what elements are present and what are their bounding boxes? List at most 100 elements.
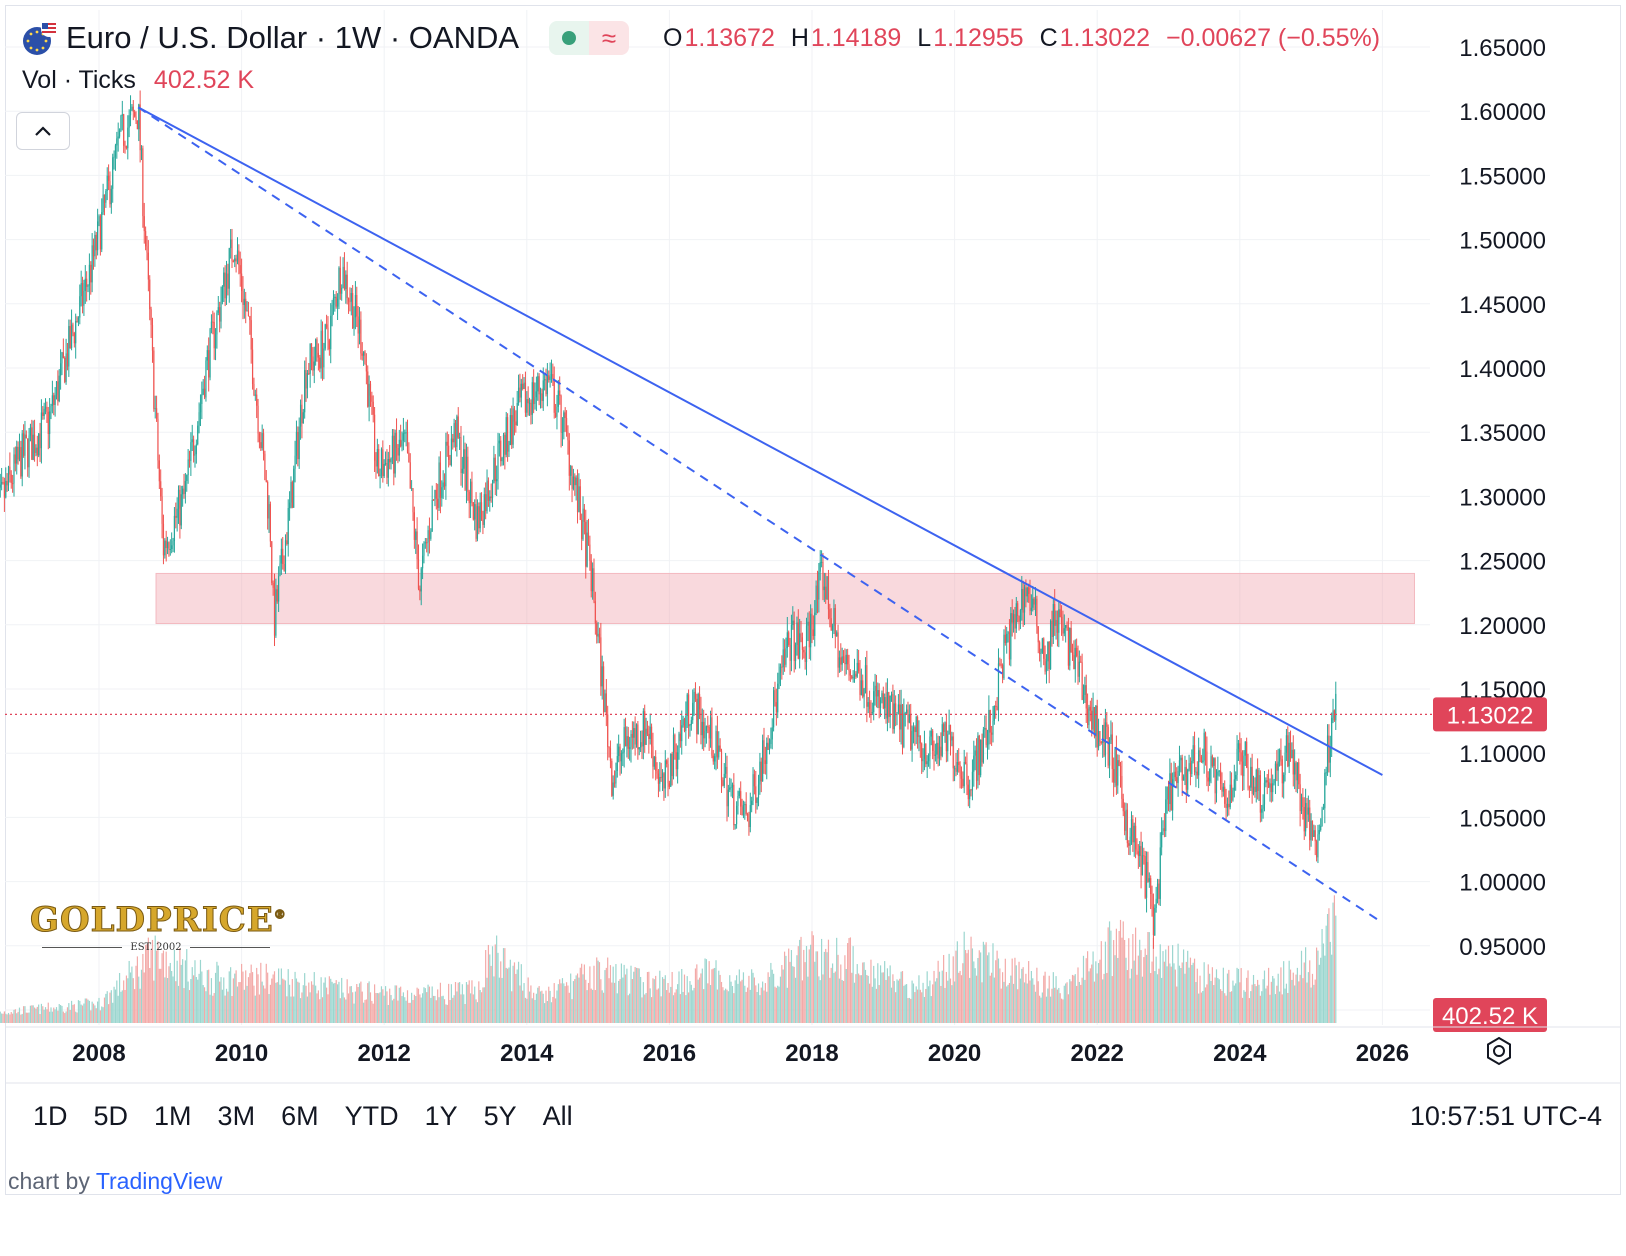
candle-body bbox=[70, 324, 73, 348]
volume-bar bbox=[709, 985, 712, 1023]
volume-bar bbox=[934, 981, 937, 1023]
candle-body bbox=[330, 315, 332, 350]
candle-body bbox=[1044, 658, 1046, 672]
volume-bar bbox=[127, 978, 129, 1023]
candle-body bbox=[726, 766, 728, 807]
candle-body bbox=[1139, 846, 1141, 857]
range-6m-button[interactable]: 6M bbox=[281, 1101, 319, 1131]
candle-body bbox=[1110, 734, 1112, 741]
candle-body bbox=[971, 771, 974, 791]
candle-body bbox=[1192, 745, 1194, 761]
candle-body bbox=[1088, 706, 1090, 726]
candle-body bbox=[777, 683, 779, 713]
volume-bar bbox=[530, 985, 532, 1023]
range-5d-button[interactable]: 5D bbox=[93, 1101, 129, 1131]
candle-body bbox=[246, 310, 248, 312]
candle-body bbox=[1273, 780, 1275, 784]
range-1y-button[interactable]: 1Y bbox=[424, 1101, 458, 1131]
candle-body bbox=[537, 376, 539, 392]
volume-bar bbox=[212, 995, 214, 1023]
volume-bar bbox=[1060, 998, 1063, 1023]
candle-body bbox=[1326, 735, 1329, 773]
resistance-zone-rect bbox=[155, 572, 1415, 625]
volume-bar bbox=[1272, 975, 1274, 1023]
candle-body bbox=[685, 715, 687, 731]
range-ytd-button[interactable]: YTD bbox=[344, 1101, 399, 1131]
volume-bar bbox=[1100, 941, 1102, 1023]
volume-bar bbox=[607, 957, 609, 1023]
volume-bar bbox=[885, 979, 887, 1023]
candle-body bbox=[682, 719, 684, 726]
candle-body bbox=[793, 620, 795, 662]
volume-bar bbox=[421, 993, 424, 1023]
range-3m-button[interactable]: 3M bbox=[217, 1101, 256, 1131]
volume-bar bbox=[432, 995, 435, 1023]
trendlines[interactable] bbox=[137, 106, 1383, 924]
candle-body bbox=[660, 777, 662, 779]
volume-bar bbox=[479, 990, 481, 1023]
candle-body bbox=[95, 234, 97, 251]
volume-label[interactable]: Vol · Ticks bbox=[22, 66, 136, 94]
candle-body bbox=[374, 414, 376, 461]
candle-body bbox=[297, 431, 299, 460]
candle-body bbox=[457, 416, 459, 438]
candle-body bbox=[1218, 770, 1220, 772]
candle-body bbox=[838, 657, 841, 668]
collapse-legend-button[interactable] bbox=[16, 112, 70, 150]
candle-body bbox=[559, 390, 561, 396]
range-1m-button[interactable]: 1M bbox=[154, 1101, 192, 1131]
candle-body bbox=[1311, 820, 1314, 837]
volume-bar bbox=[567, 985, 569, 1023]
volume-bar bbox=[1076, 985, 1078, 1023]
volume-bar bbox=[576, 973, 579, 1023]
candle-body bbox=[97, 221, 99, 251]
candle-body bbox=[789, 644, 791, 661]
candle-body bbox=[384, 463, 387, 465]
candle-body bbox=[320, 330, 322, 369]
range-5y-button[interactable]: 5Y bbox=[483, 1101, 517, 1131]
symbol-title[interactable]: Euro / U.S. Dollar · 1W · OANDA bbox=[66, 20, 520, 55]
price-axis[interactable]: 1.650001.600001.550001.500001.450001.400… bbox=[1433, 35, 1547, 1032]
volume-bar bbox=[124, 989, 126, 1023]
volume-bar bbox=[704, 958, 706, 1023]
candle-body bbox=[1071, 652, 1074, 656]
settings-gear-icon[interactable] bbox=[1484, 1036, 1514, 1066]
candle-body bbox=[114, 145, 117, 157]
attribution-link[interactable]: TradingView bbox=[95, 1168, 223, 1194]
dashed-trendline[interactable] bbox=[137, 106, 1383, 924]
volume-bar bbox=[1320, 957, 1322, 1023]
volume-bar bbox=[882, 972, 884, 1023]
market-status-pill[interactable]: ≈ bbox=[549, 21, 630, 55]
volume-bar bbox=[332, 983, 335, 1023]
candle-body bbox=[515, 421, 517, 426]
volume-bar bbox=[594, 990, 596, 1023]
range-1d-button[interactable]: 1D bbox=[33, 1101, 68, 1131]
volume-bar bbox=[810, 944, 812, 1023]
candle-body bbox=[845, 654, 847, 665]
candle-body bbox=[733, 784, 735, 826]
candle-body bbox=[893, 703, 895, 730]
attribution[interactable]: chart by TradingView bbox=[8, 1168, 222, 1195]
volume-bar bbox=[679, 994, 681, 1023]
volume-bar bbox=[247, 977, 250, 1023]
candle-body bbox=[863, 688, 865, 697]
time-axis[interactable]: 2008 2010 2012 2014 2016 2018 2020 2022 2024 2026 bbox=[5, 1026, 1621, 1084]
candle-body bbox=[1263, 782, 1266, 805]
clock-timezone[interactable]: 10:57:51 UTC-4 bbox=[1409, 1101, 1602, 1131]
candle-body bbox=[391, 435, 394, 459]
candle-body bbox=[1332, 710, 1334, 718]
range-all-button[interactable]: All bbox=[542, 1101, 573, 1131]
volume-bar bbox=[75, 1011, 77, 1023]
volume-bar bbox=[844, 955, 846, 1023]
candle-body bbox=[1022, 588, 1024, 613]
volume-bar bbox=[86, 998, 88, 1023]
volume-bar bbox=[552, 996, 554, 1023]
candle-body bbox=[428, 530, 431, 539]
candle-body bbox=[1007, 632, 1009, 634]
solid-trendline[interactable] bbox=[137, 106, 1383, 776]
candle-body bbox=[280, 548, 282, 564]
candle-body bbox=[302, 412, 304, 424]
volume-bar bbox=[1246, 977, 1248, 1023]
candle-body bbox=[593, 568, 595, 602]
